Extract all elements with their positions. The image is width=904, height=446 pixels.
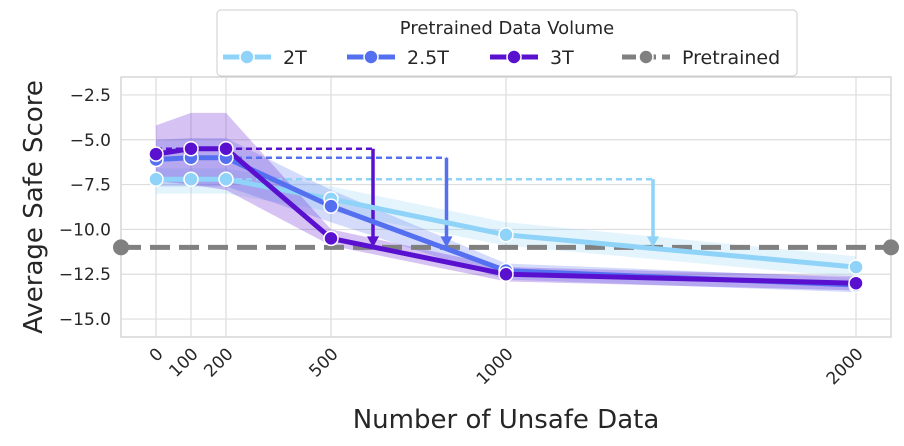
- point-3T-500: [323, 230, 339, 247]
- y-tick-label-0: −2.5: [70, 86, 111, 106]
- point-2T-1000: [498, 227, 514, 243]
- pretrained-baseline: [113, 239, 899, 256]
- annotation-arrow-head-3T: [367, 236, 379, 248]
- pretrained-marker-left: [113, 239, 129, 256]
- x-axis-title: Number of Unsafe Data: [353, 405, 660, 435]
- annotation-arrow-head-2.5T: [440, 236, 453, 248]
- y-axis-ticks: −2.5 −5.0 −7.5 −10.0 −12.5 −15.0: [59, 86, 111, 330]
- x-tick-label-500: 500: [305, 344, 342, 381]
- y-axis-title: Average Safe Score: [19, 80, 49, 334]
- legend-marker-2T: [239, 49, 255, 65]
- legend-title: Pretrained Data Volume: [400, 18, 614, 39]
- confidence-band-3T: [156, 112, 856, 291]
- point-2T-100: [183, 171, 199, 187]
- point-2.5T-500: [323, 198, 339, 214]
- annotation-arrow-head-2T: [647, 236, 659, 248]
- y-tick-label-4: −12.5: [59, 265, 111, 285]
- legend-marker-2.5T: [363, 49, 379, 65]
- point-3T-2000: [848, 275, 864, 291]
- point-3T-100: [183, 140, 199, 157]
- legend-label-2T: 2T: [283, 47, 307, 69]
- point-2T-2000: [848, 259, 864, 275]
- y-tick-label-5: −15.0: [59, 310, 111, 330]
- y-tick-label-1: −5.0: [70, 131, 111, 151]
- legend-label-Pretrained: Pretrained: [682, 47, 780, 69]
- legend-label-2.5T: 2.5T: [407, 47, 449, 69]
- legend-marker-Pretrained: [638, 49, 654, 65]
- point-3T-0: [148, 146, 164, 162]
- pretrained-marker-right: [883, 239, 899, 256]
- legend: Pretrained Data Volume 2T 2.5T 3T Pretraine…: [216, 9, 798, 77]
- legend-items: 2T 2.5T 3T Pretrained: [223, 47, 780, 69]
- x-tick-label-100: 100: [165, 344, 202, 381]
- x-tick-label-200: 200: [200, 344, 237, 381]
- legend-marker-3T: [506, 49, 522, 65]
- series-markers: [148, 140, 864, 293]
- y-tick-label-2: −7.5: [70, 176, 111, 196]
- point-3T-1000: [498, 266, 514, 282]
- point-2T-0: [148, 171, 164, 187]
- x-tick-label-1000: 1000: [473, 344, 518, 389]
- x-tick-label-2000: 2000: [823, 344, 868, 389]
- legend-label-3T: 3T: [550, 47, 574, 69]
- x-tick-label-0: 0: [146, 344, 168, 366]
- point-3T-200: [218, 140, 234, 157]
- point-2T-200: [218, 171, 234, 187]
- y-tick-label-3: −10.0: [59, 220, 111, 240]
